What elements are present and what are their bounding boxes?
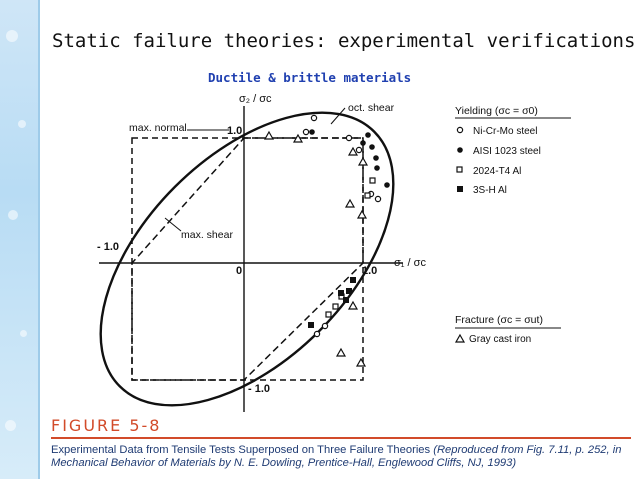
decorative-side-strip — [0, 0, 40, 479]
caption-main: Experimental Data from Tensile Tests Sup… — [51, 444, 431, 456]
series-3s-h-al — [308, 277, 356, 328]
data-point-2024-t4 — [369, 177, 376, 184]
oct-shear-ellipse — [99, 111, 395, 407]
tick-label-neg-y: - 1.0 — [248, 383, 270, 395]
y-axis-label: σ₂ / σc — [239, 94, 272, 105]
figure-divider — [51, 437, 631, 439]
tick-label-origin: 0 — [236, 265, 242, 277]
legend-marker-open-triangle — [454, 333, 466, 343]
data-point-ni-cr-mo — [374, 195, 382, 203]
data-point-aisi — [360, 140, 366, 146]
data-point-ni-cr-mo — [345, 134, 353, 142]
data-point-3s-h — [346, 288, 352, 294]
max-normal-boundary — [131, 137, 364, 381]
data-point-3s-h — [338, 290, 344, 296]
figure-panel: σ₂ / σc σ₁ / σc 1.0 - 1.0 0 1.0 - 1.0 ma… — [41, 94, 638, 479]
legend-item-aisi: AISI 1023 steel — [473, 146, 541, 157]
data-point-2024-t4 — [325, 311, 332, 318]
failure-theory-diagram: σ₂ / σc σ₁ / σc 1.0 - 1.0 0 1.0 - 1.0 ma… — [97, 94, 571, 412]
label-oct-shear: oct. shear — [348, 102, 395, 114]
series-2024-t4-al — [325, 177, 376, 318]
data-point-ni-cr-mo — [310, 114, 318, 122]
leader-oct-shear — [330, 107, 346, 125]
data-point-ni-cr-mo — [313, 330, 321, 338]
series-aisi-1023-steel — [309, 129, 390, 188]
legend: Yielding (σc = σ0) Ni-Cr-Mo steel AISI 1… — [454, 105, 571, 345]
data-point-3s-h — [308, 322, 314, 328]
legend-marker-open-square — [456, 166, 463, 173]
tick-label-neg-x: - 1.0 — [97, 241, 119, 253]
series-ni-cr-mo-steel — [302, 114, 382, 338]
legend-marker-open-circle — [456, 126, 464, 134]
data-point-2024-t4 — [364, 192, 371, 199]
x-axis-label: σ₁ / σc — [394, 257, 426, 269]
legend-marker-filled-square — [457, 186, 463, 192]
slide-subtitle: Ductile & brittle materials — [208, 70, 412, 85]
data-point-2024-t4 — [332, 303, 339, 310]
data-point-cast-iron — [344, 198, 356, 208]
data-point-ni-cr-mo — [302, 128, 310, 136]
legend-item-ni-cr-mo: Ni-Cr-Mo steel — [473, 126, 537, 137]
data-point-3s-h — [343, 297, 349, 303]
leader-max-shear — [164, 217, 182, 232]
tick-label-pos-y: 1.0 — [227, 125, 242, 137]
data-point-aisi — [365, 132, 371, 138]
data-point-cast-iron — [292, 133, 304, 143]
data-point-cast-iron — [355, 357, 367, 367]
caption-reference: (Reproduced from Fig. 7.11, p. 252, in M… — [51, 444, 622, 469]
series-gray-cast-iron — [263, 130, 369, 367]
data-point-cast-iron — [357, 156, 369, 166]
figure-caption: Experimental Data from Tensile Tests Sup… — [51, 444, 636, 470]
data-point-cast-iron — [347, 300, 359, 310]
data-point-aisi — [309, 129, 315, 135]
data-point-cast-iron — [263, 130, 275, 140]
legend-item-2024-t4: 2024-T4 Al — [473, 166, 521, 177]
data-point-aisi — [384, 182, 390, 188]
data-point-cast-iron — [335, 347, 347, 357]
data-point-ni-cr-mo — [355, 146, 363, 154]
legend-yielding-title: Yielding (σc = σ0) — [455, 105, 538, 117]
data-point-cast-iron — [356, 209, 368, 219]
legend-item-3s-h: 3S-H Al — [473, 185, 507, 196]
legend-item-gray-cast-iron: Gray cast iron — [469, 334, 531, 345]
data-point-aisi — [369, 144, 375, 150]
max-shear-boundary — [131, 137, 364, 381]
legend-fracture-title: Fracture (σc = σut) — [455, 314, 543, 326]
data-point-3s-h — [350, 277, 356, 283]
label-max-shear: max. shear — [181, 229, 233, 241]
legend-marker-filled-circle — [457, 147, 463, 153]
tick-label-pos-x: 1.0 — [362, 265, 377, 277]
data-point-cast-iron — [347, 146, 359, 156]
slide-title: Static failure theories: experimental ve… — [52, 30, 636, 52]
data-point-aisi — [374, 165, 380, 171]
label-max-normal: max. normal — [129, 122, 187, 134]
data-point-ni-cr-mo — [321, 322, 329, 330]
figure-label: FIGURE 5-8 — [51, 416, 162, 435]
data-point-aisi — [373, 155, 379, 161]
